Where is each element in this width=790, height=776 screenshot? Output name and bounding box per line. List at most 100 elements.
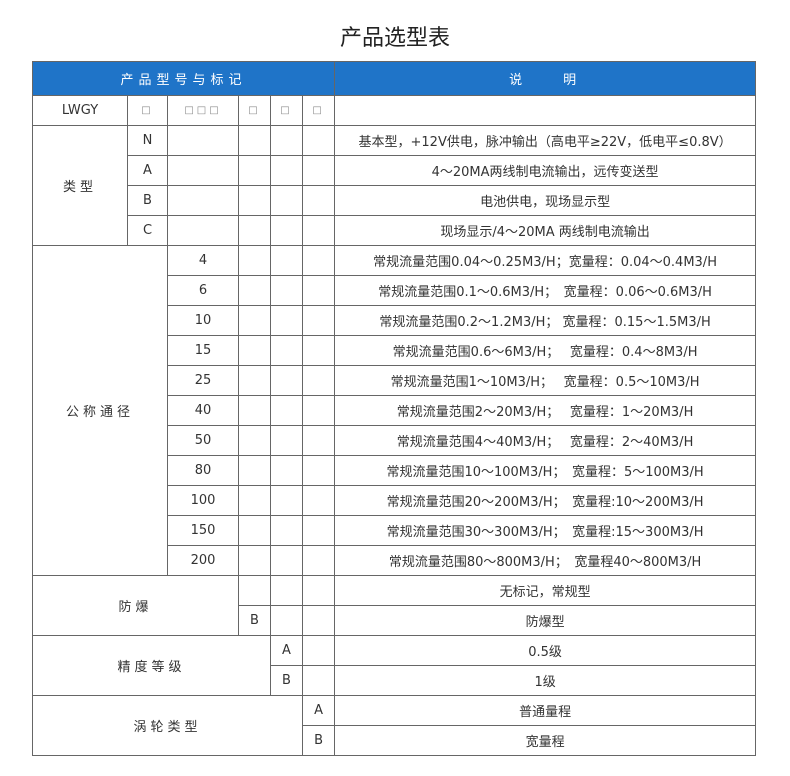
empty-cell	[238, 455, 271, 486]
model-header: 产品型号与标记	[31, 61, 336, 96]
diameter-row: 6 常规流量范围0.1～0.6M3/H； 宽量程：0.06～0.6M3/H	[33, 275, 757, 306]
diameter-code: 150	[167, 515, 239, 546]
type-code: C	[127, 215, 168, 246]
empty-cell	[238, 275, 271, 306]
empty-cell	[238, 185, 271, 216]
explosion-label: 防爆	[32, 575, 239, 636]
placeholder-box: □	[301, 95, 336, 126]
turbine-description: 宽量程	[334, 725, 757, 756]
empty-cell	[238, 215, 271, 246]
empty-cell	[270, 365, 303, 396]
diameter-description: 常规流量范围20～200M3/H； 宽量程:10～200M3/H	[334, 485, 757, 516]
diameter-description: 常规流量范围0.6～6M3/H； 宽量程：0.4～8M3/H	[334, 335, 757, 366]
empty-cell	[270, 185, 303, 216]
empty-cell	[301, 575, 336, 606]
empty-cell	[238, 485, 271, 516]
base-row: LWGY □ □□□ □ □ □	[32, 95, 757, 126]
diameter-row: 150 常规流量范围30～300M3/H； 宽量程:15～300M3/H	[33, 515, 757, 546]
empty-cell	[270, 515, 303, 546]
empty-cell	[270, 275, 303, 306]
diameter-description: 常规流量范围80～800M3/H； 宽量程40～800M3/H	[334, 545, 757, 576]
type-description: 电池供电，现场显示型	[334, 185, 757, 216]
type-row: C 现场显示/4～20MA 两线制电流输出	[33, 215, 757, 246]
diameter-label: 公称通径	[32, 245, 168, 576]
type-description: 现场显示/4～20MA 两线制电流输出	[334, 215, 757, 246]
type-row: B 电池供电，现场显示型	[33, 185, 757, 216]
explosion-code: B	[238, 605, 271, 636]
accuracy-row: B 1级	[33, 665, 757, 696]
diameter-code: 10	[167, 305, 239, 336]
empty-cell	[301, 365, 336, 396]
empty-cell	[301, 245, 336, 276]
desc-header: 说 明	[334, 61, 757, 96]
empty-cell	[238, 125, 271, 156]
explosion-description: 无标记，常规型	[334, 575, 757, 606]
diameter-code: 200	[167, 545, 239, 576]
diameter-description: 常规流量范围0.2～1.2M3/H； 宽量程：0.15～1.5M3/H	[334, 305, 757, 336]
empty-cell	[301, 185, 336, 216]
placeholder-box: □	[270, 95, 303, 126]
turbine-row: B 宽量程	[33, 725, 757, 756]
empty-cell	[270, 305, 303, 336]
empty-cell	[238, 425, 271, 456]
empty-cell	[167, 215, 239, 246]
empty-cell	[301, 635, 336, 666]
empty-cell	[270, 245, 303, 276]
empty-cell	[301, 605, 336, 636]
diameter-code: 15	[167, 335, 239, 366]
empty-cell	[270, 425, 303, 456]
empty-cell	[270, 455, 303, 486]
type-code: N	[127, 125, 168, 156]
diameter-description: 常规流量范围0.1～0.6M3/H； 宽量程：0.06～0.6M3/H	[334, 275, 757, 306]
empty-cell	[301, 485, 336, 516]
type-row: 类型 N 基本型，+12V供电，脉冲输出（高电平≥22V，低电平≤0.8V）	[32, 125, 757, 246]
type-row: A 4～20MA两线制电流输出，远传变送型	[33, 155, 757, 186]
type-code: A	[127, 155, 168, 186]
diameter-description: 常规流量范围10～100M3/H； 宽量程：5～100M3/H	[334, 455, 757, 486]
accuracy-description: 1级	[334, 665, 757, 696]
empty-cell	[270, 395, 303, 426]
explosion-description: 防爆型	[334, 605, 757, 636]
diameter-row: 15 常规流量范围0.6～6M3/H； 宽量程：0.4～8M3/H	[33, 335, 757, 366]
diameter-row: 100 常规流量范围20～200M3/H； 宽量程:10～200M3/H	[33, 485, 757, 516]
empty-cell	[301, 335, 336, 366]
empty-cell	[301, 455, 336, 486]
turbine-description: 普通量程	[334, 695, 757, 726]
diameter-code: 80	[167, 455, 239, 486]
explosion-row: B 防爆型	[33, 605, 757, 636]
empty-cell	[301, 155, 336, 186]
empty-cell	[270, 215, 303, 246]
selection-table: 产品型号与标记 说 明 LWGY □ □□□ □ □ □ 类型 N 基本型，+12V…	[31, 61, 757, 756]
turbine-row: 涡轮类型 A 普通量程	[32, 695, 757, 756]
diameter-description: 常规流量范围1～10M3/H； 宽量程：0.5～10M3/H	[334, 365, 757, 396]
empty-cell	[167, 125, 239, 156]
diameter-description: 常规流量范围30～300M3/H； 宽量程:15～300M3/H	[334, 515, 757, 546]
type-code: B	[127, 185, 168, 216]
accuracy-row: 精度等级 A 0.5级	[32, 635, 757, 696]
model-name: LWGY	[32, 95, 128, 126]
empty-cell	[270, 545, 303, 576]
empty-cell	[270, 335, 303, 366]
empty-cell	[301, 515, 336, 546]
diameter-code: 4	[167, 245, 239, 276]
header-row: 产品型号与标记 说 明	[31, 61, 757, 96]
placeholder-box: □□□	[167, 95, 239, 126]
diameter-description: 常规流量范围4～40M3/H； 宽量程：2～40M3/H	[334, 425, 757, 456]
empty-cell	[270, 155, 303, 186]
diameter-code: 100	[167, 485, 239, 516]
empty-cell	[238, 515, 271, 546]
empty-cell	[301, 545, 336, 576]
empty-cell	[301, 305, 336, 336]
empty-cell	[270, 575, 303, 606]
empty-cell	[167, 155, 239, 186]
diameter-row: 10 常规流量范围0.2～1.2M3/H； 宽量程：0.15～1.5M3/H	[33, 305, 757, 336]
turbine-label: 涡轮类型	[32, 695, 303, 756]
empty-cell	[238, 245, 271, 276]
accuracy-code: A	[270, 635, 303, 666]
placeholder-box: □	[127, 95, 168, 126]
empty-cell	[238, 545, 271, 576]
empty-cell	[301, 395, 336, 426]
type-description: 4～20MA两线制电流输出，远传变送型	[334, 155, 757, 186]
accuracy-description: 0.5级	[334, 635, 757, 666]
placeholder-box: □	[238, 95, 271, 126]
